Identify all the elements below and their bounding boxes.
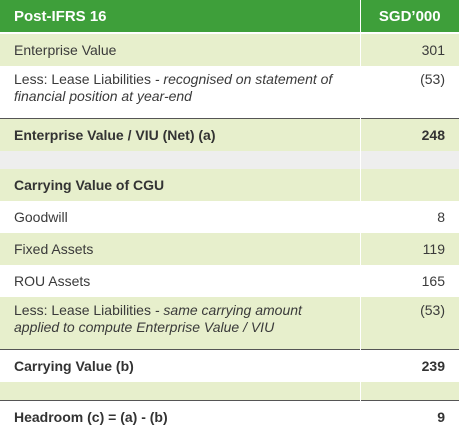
row-value: 9: [360, 400, 459, 433]
row-lease-liabilities-ev: Less: Lease Liabilities - recognised on …: [0, 66, 459, 119]
spacer-row: [0, 382, 459, 401]
lease-note: - recognised on statement of financial p…: [14, 71, 333, 104]
row-label: Fixed Assets: [0, 233, 361, 265]
row-carrying-heading: Carrying Value of CGU: [0, 169, 459, 201]
row-carrying-value: Carrying Value (b) 239: [0, 349, 459, 382]
row-lease-liabilities-cv: Less: Lease Liabilities - same carrying …: [0, 297, 459, 350]
row-label: Headroom (c) = (a) - (b): [0, 400, 361, 433]
header-label: Post-IFRS 16: [0, 0, 361, 34]
spacer-row: [0, 151, 459, 169]
row-label: Carrying Value (b): [0, 349, 361, 382]
row-value: 301: [360, 33, 459, 66]
row-headroom: Headroom (c) = (a) - (b) 9: [0, 400, 459, 433]
lease-note: - same carrying amount applied to comput…: [14, 302, 302, 335]
row-rou-assets: ROU Assets 165: [0, 265, 459, 297]
row-value: (53): [360, 66, 459, 119]
section-heading: Carrying Value of CGU: [0, 169, 361, 201]
row-value: 165: [360, 265, 459, 297]
lease-label: Less: Lease Liabilities: [14, 302, 151, 318]
row-value: 248: [360, 118, 459, 151]
row-value: 239: [360, 349, 459, 382]
row-goodwill: Goodwill 8: [0, 201, 459, 233]
table-header-row: Post-IFRS 16 SGD’000: [0, 0, 459, 34]
row-fixed-assets: Fixed Assets 119: [0, 233, 459, 265]
row-value: 8: [360, 201, 459, 233]
row-enterprise-value: Enterprise Value 301: [0, 33, 459, 66]
lease-label: Less: Lease Liabilities: [14, 71, 151, 87]
row-label: Goodwill: [0, 201, 361, 233]
header-currency: SGD’000: [360, 0, 459, 34]
row-value: (53): [360, 297, 459, 350]
row-label: ROU Assets: [0, 265, 361, 297]
row-ev-net: Enterprise Value / VIU (Net) (a) 248: [0, 118, 459, 151]
row-label: Enterprise Value: [0, 33, 361, 66]
row-value: 119: [360, 233, 459, 265]
row-label: Enterprise Value / VIU (Net) (a): [0, 118, 361, 151]
row-label: Less: Lease Liabilities - same carrying …: [0, 297, 361, 350]
row-label: Less: Lease Liabilities - recognised on …: [0, 66, 361, 119]
